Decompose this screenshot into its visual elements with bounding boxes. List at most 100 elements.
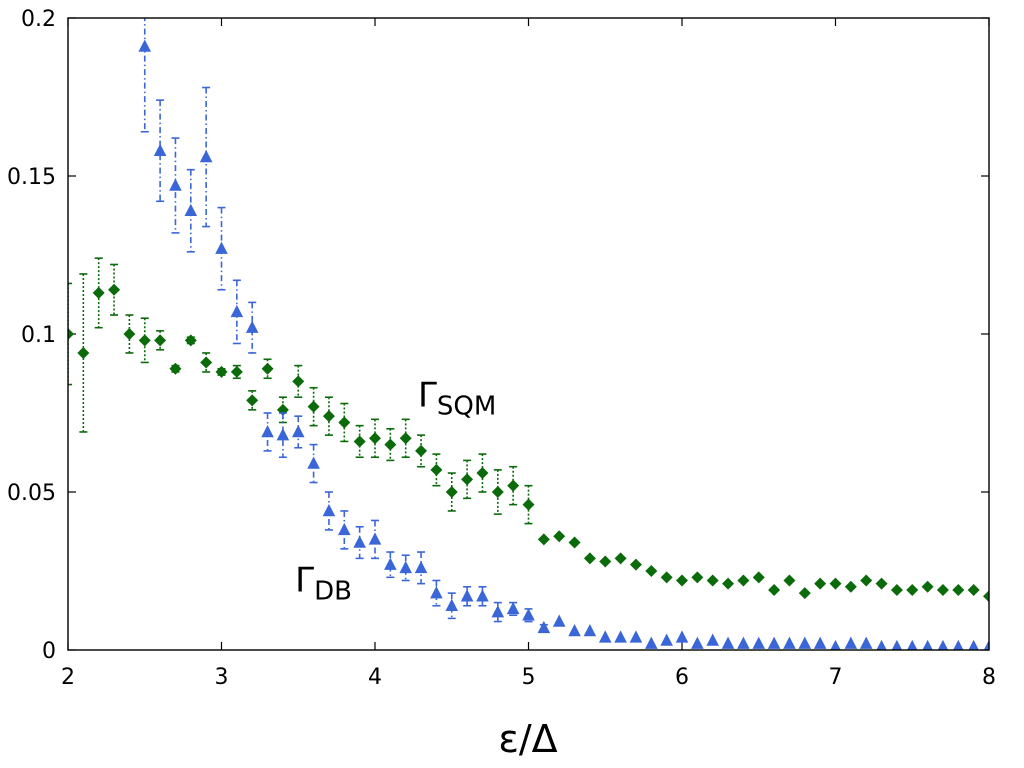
data-point xyxy=(522,498,535,511)
data-point xyxy=(814,577,827,590)
data-point xyxy=(907,639,918,650)
annotation-gamma-db-sub: DB xyxy=(314,577,352,607)
data-point xyxy=(721,636,735,649)
data-point xyxy=(368,532,382,545)
data-point xyxy=(353,535,366,548)
x-tick-label: 2 xyxy=(61,665,75,690)
data-point xyxy=(645,636,658,649)
data-point xyxy=(875,577,888,590)
data-point xyxy=(968,639,979,650)
data-point xyxy=(568,536,581,549)
data-point xyxy=(675,630,689,643)
data-point xyxy=(629,630,643,643)
x-tick-label: 7 xyxy=(829,665,843,690)
data-point xyxy=(552,614,566,627)
data-point xyxy=(645,565,658,577)
x-tick-label: 5 xyxy=(522,665,536,690)
y-tick-label: 0.15 xyxy=(7,165,56,190)
data-point xyxy=(983,590,989,603)
data-point xyxy=(399,560,412,574)
y-tick-label: 0.05 xyxy=(7,481,56,506)
data-point xyxy=(660,571,673,584)
series-layer xyxy=(68,18,989,650)
data-point xyxy=(353,435,366,448)
data-point xyxy=(844,636,858,649)
data-point xyxy=(706,574,719,587)
x-axis-label: ε/Δ xyxy=(498,717,557,761)
data-point xyxy=(384,438,397,451)
data-point xyxy=(598,630,612,643)
data-point xyxy=(138,39,152,52)
annotation-gamma-db-base: Γ xyxy=(295,561,314,601)
data-point xyxy=(553,530,566,543)
data-point xyxy=(430,586,443,599)
data-point xyxy=(767,636,781,649)
data-point xyxy=(230,365,243,378)
data-point xyxy=(506,601,520,615)
data-point xyxy=(184,334,197,347)
x-tick-label: 3 xyxy=(215,665,229,690)
data-point xyxy=(537,620,551,634)
data-point xyxy=(783,574,796,587)
annotation-gamma-db: ΓDB xyxy=(295,561,352,607)
data-point xyxy=(261,424,274,438)
data-point xyxy=(184,203,198,217)
data-point xyxy=(414,560,428,574)
data-point xyxy=(813,636,827,649)
data-point xyxy=(937,639,949,650)
data-point xyxy=(461,473,474,486)
annotation-gamma-sqm-base: Γ xyxy=(418,376,437,416)
data-point xyxy=(891,639,903,650)
data-point xyxy=(276,428,290,441)
data-point xyxy=(722,577,735,590)
data-point xyxy=(922,639,933,650)
data-point xyxy=(676,574,688,587)
data-point xyxy=(953,639,964,650)
data-point xyxy=(445,486,458,498)
data-point xyxy=(921,580,934,593)
data-point xyxy=(415,444,428,457)
data-point xyxy=(123,328,136,340)
data-point xyxy=(491,486,504,498)
data-point xyxy=(154,334,167,347)
data-point xyxy=(860,574,873,587)
data-point xyxy=(476,467,489,480)
data-point xyxy=(68,328,74,340)
data-point xyxy=(859,636,873,649)
data-point xyxy=(169,362,182,375)
data-point xyxy=(691,571,704,584)
data-point xyxy=(830,639,841,650)
data-point xyxy=(291,424,305,438)
data-point xyxy=(952,583,965,596)
data-point xyxy=(430,463,443,476)
data-point xyxy=(92,286,105,299)
data-point xyxy=(737,636,750,649)
y-tick-label: 0.2 xyxy=(21,7,56,32)
annotation-gamma-sqm: ΓSQM xyxy=(418,376,496,422)
data-point xyxy=(583,624,597,637)
data-point xyxy=(568,624,581,637)
data-point xyxy=(491,605,505,618)
data-point xyxy=(583,552,596,565)
data-point xyxy=(890,583,903,596)
data-point xyxy=(614,630,627,643)
data-point xyxy=(629,558,642,571)
data-point xyxy=(307,456,320,469)
data-point xyxy=(246,394,259,407)
data-point xyxy=(599,555,612,568)
data-point xyxy=(691,636,704,649)
data-point xyxy=(77,346,90,359)
data-point xyxy=(445,598,459,612)
plot-area xyxy=(68,18,989,650)
data-point xyxy=(614,552,627,565)
x-tick-label: 4 xyxy=(368,665,382,690)
data-point xyxy=(752,571,765,584)
data-point xyxy=(230,304,244,318)
data-point xyxy=(507,479,520,492)
data-point xyxy=(369,432,381,445)
series-sqm xyxy=(68,257,989,603)
data-point xyxy=(737,574,750,587)
data-point xyxy=(322,503,336,517)
data-point xyxy=(215,241,228,254)
data-point xyxy=(215,365,228,378)
